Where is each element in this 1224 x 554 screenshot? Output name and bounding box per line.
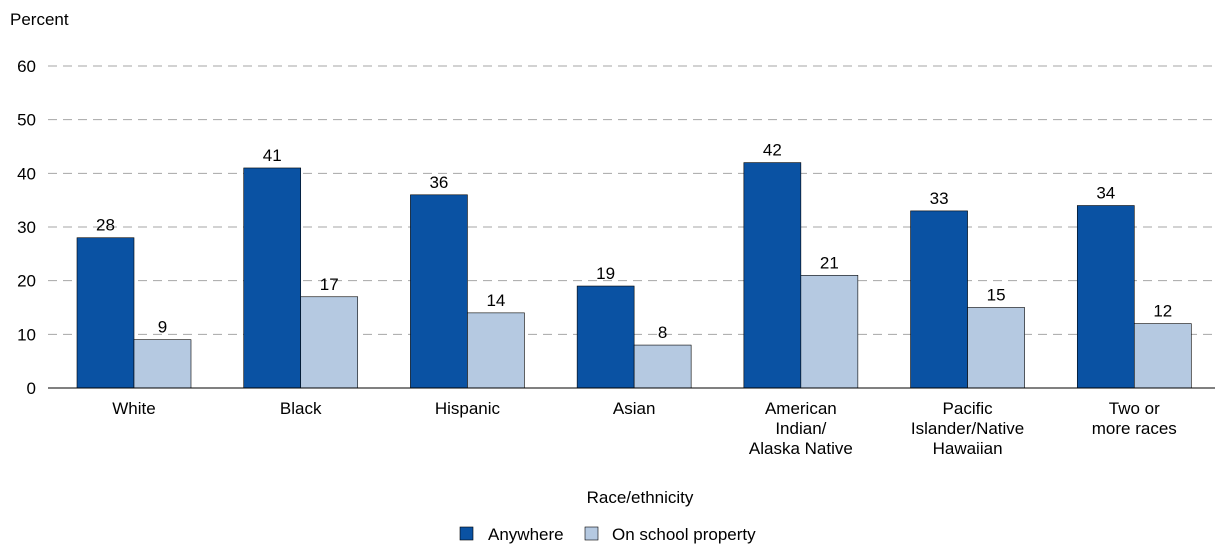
bar-anywhere-pacific-islander-native-hawaiian	[910, 210, 968, 389]
category-labels: White Black Hispanic Asian American Indian/Al…	[112, 399, 1177, 458]
category-label-white: White	[112, 399, 155, 418]
bar-on-school-property-pacific-islander-native-hawaiian	[967, 307, 1025, 389]
y-tick-label-10: 10	[17, 325, 36, 344]
bar-anywhere-hispanic	[410, 194, 468, 389]
y-tick-label-0: 0	[27, 379, 36, 398]
category-label-american-indian-alaska-native: American Indian/Alaska Native	[749, 399, 853, 458]
legend-swatch-on-school-property	[584, 526, 599, 541]
category-label-hispanic: Hispanic	[435, 399, 501, 418]
category-label-two-or-more-races: Two or more races	[1092, 399, 1177, 438]
y-tick-label-40: 40	[17, 164, 36, 183]
legend-swatch-anywhere	[459, 526, 474, 541]
bar-on-school-property-black	[300, 296, 359, 389]
y-tick-label-30: 30	[17, 218, 36, 237]
category-label-black: Black	[280, 399, 322, 418]
data-label-anywhere-black: 41	[263, 146, 282, 165]
bar-anywhere-american-indian-alaska-native	[743, 162, 802, 389]
data-label-anywhere-american-indian-alaska-native: 42	[763, 141, 782, 160]
bar-anywhere-asian	[576, 285, 635, 389]
data-label-on-school-property-black: 17	[320, 275, 339, 294]
y-tick-label-50: 50	[17, 111, 36, 130]
data-label-anywhere-white: 28	[96, 216, 115, 235]
data-label-anywhere-asian: 19	[596, 264, 615, 283]
data-label-on-school-property-asian: 8	[658, 323, 667, 342]
y-tick-label-20: 20	[17, 272, 36, 291]
y-axis-title: Percent	[10, 10, 69, 29]
x-axis-title: Race/ethnicity	[587, 488, 694, 507]
data-labels: 28 9 41 17 36 14 19 8 42 21 33 15 34 12	[96, 141, 1172, 342]
y-tick-label-60: 60	[17, 57, 36, 76]
data-label-anywhere-two-or-more-races: 34	[1096, 184, 1115, 203]
data-label-on-school-property-two-or-more-races: 12	[1153, 302, 1172, 321]
data-label-on-school-property-white: 9	[158, 318, 167, 337]
data-label-anywhere-hispanic: 36	[429, 173, 448, 192]
legend-label-anywhere: Anywhere	[488, 525, 564, 544]
legend-label-on-school-property: On school property	[612, 525, 756, 544]
bar-on-school-property-american-indian-alaska-native	[800, 274, 859, 389]
data-label-anywhere-pacific-islander-native-hawaiian: 33	[930, 189, 949, 208]
bar-on-school-property-hispanic	[467, 312, 525, 389]
category-label-asian: Asian	[613, 399, 656, 418]
bar-anywhere-two-or-more-races	[1076, 205, 1135, 389]
bars	[76, 162, 1192, 389]
bar-anywhere-white	[76, 237, 135, 389]
data-label-on-school-property-hispanic: 14	[486, 291, 505, 310]
bar-anywhere-black	[243, 167, 302, 389]
bar-on-school-property-two-or-more-races	[1133, 323, 1192, 389]
bar-on-school-property-white	[133, 339, 192, 389]
y-axis-ticks: 0 10 20 30 40 50 60	[17, 57, 36, 398]
bar-on-school-property-asian	[633, 344, 692, 389]
data-label-on-school-property-pacific-islander-native-hawaiian: 15	[987, 286, 1006, 305]
data-label-on-school-property-american-indian-alaska-native: 21	[820, 253, 839, 272]
category-label-pacific-islander-native-hawaiian: Pacific Islander/Native Hawaiian	[911, 399, 1024, 458]
legend: Anywhere On school property	[459, 525, 756, 544]
